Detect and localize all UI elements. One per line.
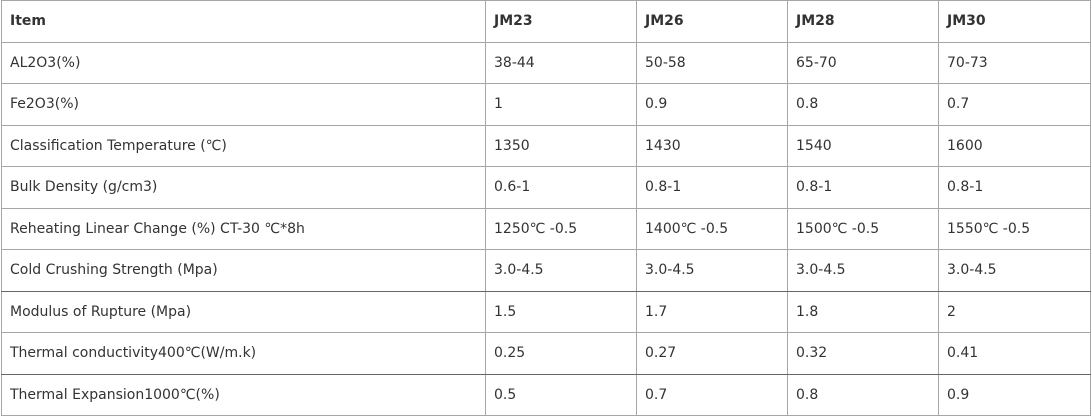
- table-row: Fe2O3(%) 1 0.9 0.8 0.7: [1, 83, 1091, 126]
- row-label: Cold Crushing Strength (Mpa): [1, 249, 486, 292]
- table-cell: 1550℃ -0.5: [938, 207, 1091, 250]
- header-cell: JM26: [636, 0, 788, 43]
- header-cell: Item: [1, 0, 486, 43]
- table-cell: 1500℃ -0.5: [787, 207, 939, 250]
- table-cell: 1: [485, 83, 637, 126]
- table-cell: 0.5: [485, 373, 637, 416]
- header-row: Item JM23 JM26 JM28 JM30: [1, 0, 1091, 43]
- table-row: Thermal conductivity400℃(W/m.k) 0.25 0.27 0…: [1, 332, 1091, 375]
- table-cell: 1400℃ -0.5: [636, 207, 788, 250]
- row-label: Reheating Linear Change (%) CT-30 ℃*8h: [1, 207, 486, 250]
- table-cell: 1430: [636, 124, 788, 167]
- table-cell: 1.8: [787, 290, 939, 333]
- table-cell: 2: [938, 290, 1091, 333]
- row-label: Classification Temperature (℃): [1, 124, 486, 167]
- table-cell: 0.25: [485, 332, 637, 375]
- table-cell: 1540: [787, 124, 939, 167]
- header-cell: JM30: [938, 0, 1091, 43]
- table-cell: 0.8: [787, 83, 939, 126]
- table-cell: 3.0-4.5: [787, 249, 939, 292]
- table-row: Modulus of Rupture (Mpa) 1.5 1.7 1.8 2: [1, 290, 1091, 333]
- table-cell: 0.27: [636, 332, 788, 375]
- table-cell: 0.6-1: [485, 166, 637, 209]
- table-row: Classification Temperature (℃) 1350 1430 15…: [1, 124, 1091, 167]
- table-cell: 1.7: [636, 290, 788, 333]
- table-row: Reheating Linear Change (%) CT-30 ℃*8h 12…: [1, 207, 1091, 250]
- table-cell: 1.5: [485, 290, 637, 333]
- table-cell: 50-58: [636, 41, 788, 84]
- row-label: Bulk Density (g/cm3): [1, 166, 486, 209]
- table-cell: 0.32: [787, 332, 939, 375]
- header-cell: JM23: [485, 0, 637, 43]
- header-cell: JM28: [787, 0, 939, 43]
- row-label: Fe2O3(%): [1, 83, 486, 126]
- table-cell: 65-70: [787, 41, 939, 84]
- row-label: Thermal Expansion1000℃(%): [1, 373, 486, 416]
- table-cell: 70-73: [938, 41, 1091, 84]
- table-row: AL2O3(%) 38-44 50-58 65-70 70-73: [1, 41, 1091, 84]
- table-row: Bulk Density (g/cm3) 0.6-1 0.8-1 0.8-1 0.8-1: [1, 166, 1091, 209]
- table-cell: 3.0-4.5: [485, 249, 637, 292]
- table-cell: 0.41: [938, 332, 1091, 375]
- table-cell: 1250℃ -0.5: [485, 207, 637, 250]
- row-label: Modulus of Rupture (Mpa): [1, 290, 486, 333]
- table-body: AL2O3(%) 38-44 50-58 65-70 70-73 Fe2O3(%) 1 0.9…: [1, 41, 1091, 416]
- table-row: Thermal Expansion1000℃(%) 0.5 0.7 0.8 0.9: [1, 373, 1091, 416]
- table-cell: 0.9: [938, 373, 1091, 416]
- table-cell: 38-44: [485, 41, 637, 84]
- row-label: Thermal conductivity400℃(W/m.k): [1, 332, 486, 375]
- table-cell: 0.8-1: [787, 166, 939, 209]
- table-cell: 0.8-1: [636, 166, 788, 209]
- table-cell: 0.7: [636, 373, 788, 416]
- table-cell: 0.8: [787, 373, 939, 416]
- table-cell: 3.0-4.5: [636, 249, 788, 292]
- table-cell: 3.0-4.5: [938, 249, 1091, 292]
- table-cell: 1350: [485, 124, 637, 167]
- table-cell: 0.9: [636, 83, 788, 126]
- table-row: Cold Crushing Strength (Mpa) 3.0-4.5 3.0-4…: [1, 249, 1091, 292]
- table-cell: 1600: [938, 124, 1091, 167]
- table-cell: 0.7: [938, 83, 1091, 126]
- row-label: AL2O3(%): [1, 41, 486, 84]
- table-cell: 0.8-1: [938, 166, 1091, 209]
